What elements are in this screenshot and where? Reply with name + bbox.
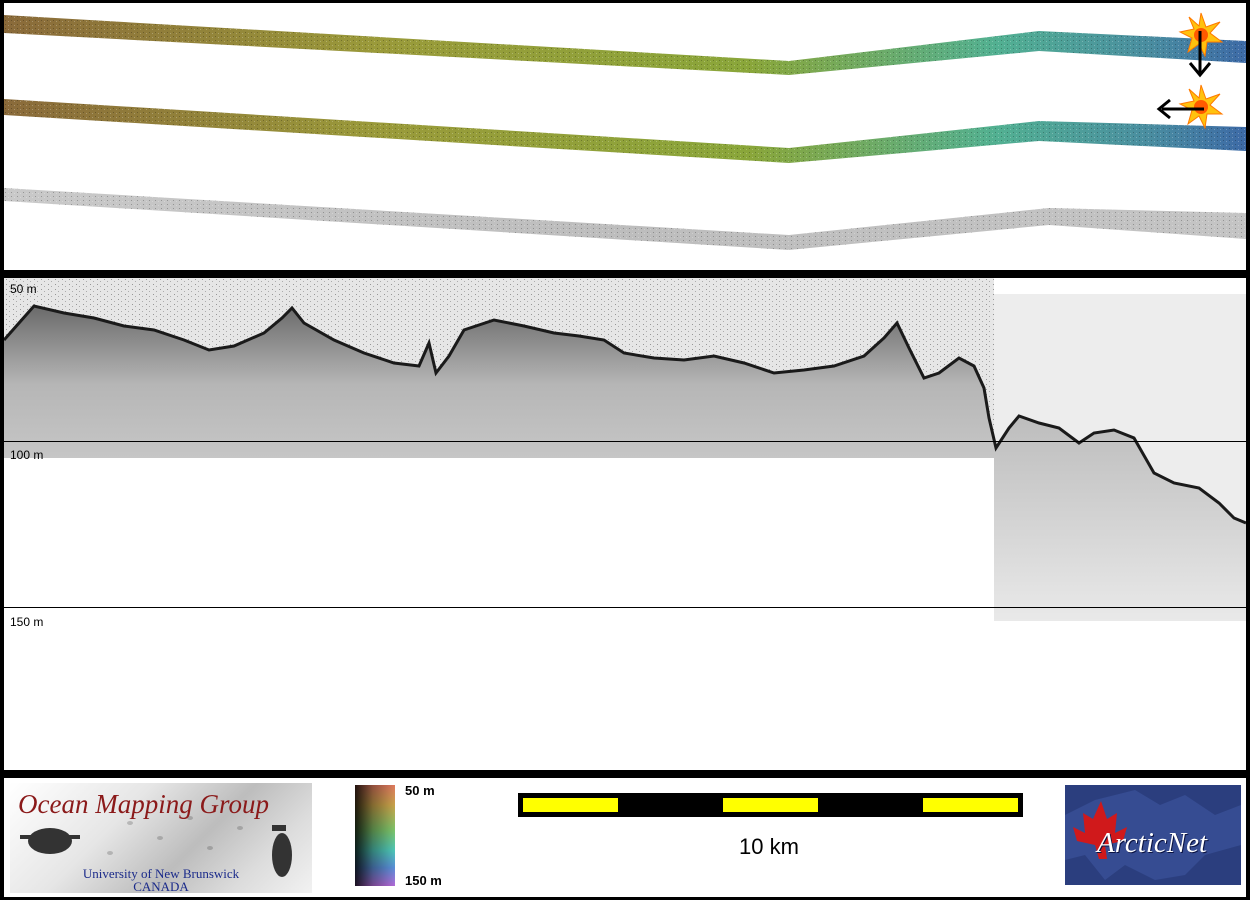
scale-bar xyxy=(518,793,1023,817)
omg-subtitle-country: CANADA xyxy=(133,879,189,893)
colorbar-top-label: 50 m xyxy=(405,783,435,798)
depth-label-100: 100 m xyxy=(10,448,44,462)
arrow-left-icon xyxy=(1156,98,1204,120)
seabed-profile-panel: 50 m 100 m 150 m xyxy=(4,278,1246,770)
omg-subtitle-university: University of New Brunswick xyxy=(82,866,240,881)
scale-bar-segment xyxy=(523,798,618,812)
scale-bar-segment xyxy=(923,798,1018,812)
arrow-down-icon xyxy=(1188,31,1212,78)
ocean-mapping-group-logo: Ocean Mapping Group University of New Br… xyxy=(10,783,312,893)
footer-panel: Ocean Mapping Group University of New Br… xyxy=(4,778,1246,897)
maple-leaf-icon xyxy=(1065,790,1241,880)
omg-title: Ocean Mapping Group xyxy=(18,789,269,819)
depth-gridline-100 xyxy=(4,441,1246,442)
scale-label: 10 km xyxy=(739,834,799,859)
echogram xyxy=(4,278,1246,621)
scale-bar-segment xyxy=(723,798,818,812)
depth-colorbar xyxy=(355,785,395,886)
swath-strips xyxy=(4,12,1246,250)
seabed-backscatter xyxy=(4,306,1246,621)
depth-label-50: 50 m xyxy=(10,282,37,296)
arcticnet-name: ArcticNet xyxy=(1097,827,1208,859)
arcticnet-logo: ArcticNet xyxy=(1065,785,1241,885)
swath-imagery-panel xyxy=(4,3,1246,270)
sun-icon xyxy=(1178,84,1224,130)
ship-silhouette-icon xyxy=(20,816,292,877)
depth-label-150: 150 m xyxy=(10,615,44,629)
seabed-line xyxy=(4,304,1246,525)
colorbar-bottom-label: 150 m xyxy=(405,873,442,888)
depth-gridline-150 xyxy=(4,607,1246,608)
